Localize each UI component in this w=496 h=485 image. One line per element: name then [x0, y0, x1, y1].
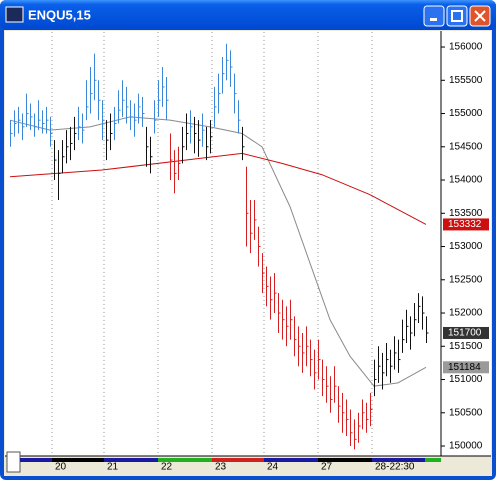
x-tick-label: 24 [267, 462, 279, 473]
moving-average-line [9, 116, 427, 387]
maximize-icon [451, 10, 463, 22]
y-tick-label: 155500 [449, 75, 483, 86]
x-tick-label: 23 [215, 462, 227, 473]
y-tick-label: 150000 [449, 441, 483, 452]
day-strip-segment [52, 458, 104, 462]
day-strip-segment [318, 458, 372, 462]
last-value-label: 151700 [448, 328, 482, 339]
y-tick-label: 151000 [449, 374, 483, 385]
y-tick-label: 154000 [449, 175, 483, 186]
x-tick-label: 21 [107, 462, 119, 473]
y-tick-label: 150500 [449, 407, 483, 418]
y-tick-label: 155000 [449, 108, 483, 119]
maximize-button[interactable] [446, 5, 468, 27]
day-strip-segment [212, 458, 264, 462]
day-strip-segment [158, 458, 212, 462]
minimize-icon [430, 18, 437, 21]
y-tick-label: 152000 [449, 308, 483, 319]
last-value-label: 153332 [448, 219, 482, 230]
x-tick-label: 28-22:30 [375, 462, 415, 473]
y-tick-label: 151500 [449, 341, 483, 352]
day-strip-end [425, 458, 441, 462]
y-tick-label: 152500 [449, 274, 483, 285]
x-tick-label: 20 [55, 462, 67, 473]
x-tick-label: 22 [161, 462, 173, 473]
close-icon [474, 10, 486, 22]
title-bar [0, 0, 496, 30]
y-tick-label: 153500 [449, 208, 483, 219]
y-tick-label: 154500 [449, 141, 483, 152]
last-value-box [443, 326, 489, 339]
y-tick-label: 156000 [449, 42, 483, 53]
window-title: ENQU5,15 [28, 7, 91, 22]
day-strip-segment [20, 458, 52, 462]
window-buttons [423, 5, 491, 27]
x-tick-label: 27 [321, 462, 333, 473]
plot-area [5, 31, 491, 456]
last-value-box [443, 361, 489, 374]
app-icon [5, 6, 24, 23]
scroll-box[interactable] [6, 451, 21, 473]
last-value-box [443, 218, 489, 231]
last-value-label: 151184 [448, 362, 481, 373]
y-tick-label: 153000 [449, 241, 483, 252]
day-strip-segment [104, 458, 158, 462]
day-strip-segment [264, 458, 318, 462]
moving-average-line [9, 152, 427, 225]
day-strip-segment [372, 458, 441, 462]
minimize-button[interactable] [423, 5, 445, 27]
